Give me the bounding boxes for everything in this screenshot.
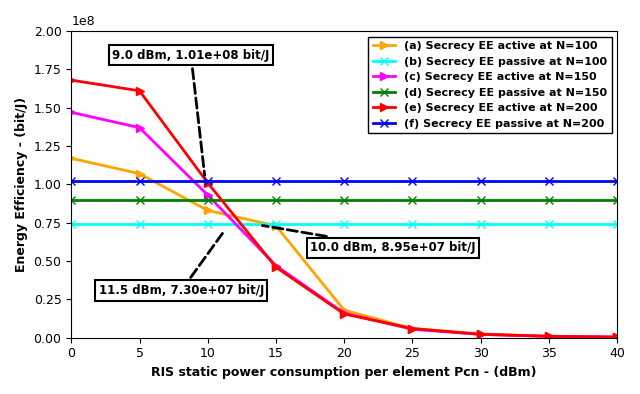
(e) Secrecy EE active at N=200	[408, 326, 416, 331]
Line: (e) Secrecy EE active at N=200: (e) Secrecy EE active at N=200	[67, 76, 621, 341]
(f) Secrecy EE passive at N=200	[204, 179, 212, 184]
(d) Secrecy EE passive at N=150	[204, 197, 212, 202]
Text: 1e8: 1e8	[71, 15, 95, 28]
Text: 10.0 dBm, 8.95e+07 bit/J: 10.0 dBm, 8.95e+07 bit/J	[262, 225, 476, 254]
(e) Secrecy EE active at N=200	[340, 312, 348, 316]
Line: (c) Secrecy EE active at N=150: (c) Secrecy EE active at N=150	[67, 108, 621, 341]
(b) Secrecy EE passive at N=100	[340, 222, 348, 227]
(f) Secrecy EE passive at N=200	[340, 179, 348, 184]
(f) Secrecy EE passive at N=200	[613, 179, 621, 184]
(c) Secrecy EE active at N=150	[477, 332, 484, 337]
X-axis label: RIS static power consumption per element Pcn - (dBm): RIS static power consumption per element…	[152, 366, 537, 379]
(d) Secrecy EE passive at N=150	[340, 197, 348, 202]
Line: (b) Secrecy EE passive at N=100: (b) Secrecy EE passive at N=100	[67, 220, 621, 229]
Legend: (a) Secrecy EE active at N=100, (b) Secrecy EE passive at N=100, (c) Secrecy EE : (a) Secrecy EE active at N=100, (b) Secr…	[369, 37, 611, 133]
(b) Secrecy EE passive at N=100	[613, 222, 621, 227]
(c) Secrecy EE active at N=150	[613, 335, 621, 340]
(e) Secrecy EE active at N=200	[136, 89, 143, 93]
(a) Secrecy EE active at N=100	[408, 326, 416, 331]
(c) Secrecy EE active at N=150	[408, 327, 416, 332]
(a) Secrecy EE active at N=100	[340, 308, 348, 312]
(f) Secrecy EE passive at N=200	[136, 179, 143, 184]
Text: 11.5 dBm, 7.30e+07 bit/J: 11.5 dBm, 7.30e+07 bit/J	[99, 233, 264, 297]
(a) Secrecy EE active at N=100	[272, 223, 280, 228]
Line: (f) Secrecy EE passive at N=200: (f) Secrecy EE passive at N=200	[67, 177, 621, 186]
Line: (d) Secrecy EE passive at N=150: (d) Secrecy EE passive at N=150	[67, 195, 621, 204]
(a) Secrecy EE active at N=100	[67, 156, 75, 161]
(d) Secrecy EE passive at N=150	[272, 197, 280, 202]
(b) Secrecy EE passive at N=100	[477, 222, 484, 227]
(b) Secrecy EE passive at N=100	[272, 222, 280, 227]
(c) Secrecy EE active at N=150	[545, 334, 553, 339]
(e) Secrecy EE active at N=200	[204, 180, 212, 185]
(f) Secrecy EE passive at N=200	[477, 179, 484, 184]
(f) Secrecy EE passive at N=200	[545, 179, 553, 184]
Text: 9.0 dBm, 1.01e+08 bit/J: 9.0 dBm, 1.01e+08 bit/J	[112, 48, 269, 175]
(f) Secrecy EE passive at N=200	[272, 179, 280, 184]
(d) Secrecy EE passive at N=150	[67, 197, 75, 202]
(b) Secrecy EE passive at N=100	[136, 222, 143, 227]
(a) Secrecy EE active at N=100	[204, 208, 212, 213]
(d) Secrecy EE passive at N=150	[613, 197, 621, 202]
Line: (a) Secrecy EE active at N=100: (a) Secrecy EE active at N=100	[67, 154, 621, 341]
(a) Secrecy EE active at N=100	[477, 331, 484, 336]
(f) Secrecy EE passive at N=200	[408, 179, 416, 184]
(d) Secrecy EE passive at N=150	[545, 197, 553, 202]
Y-axis label: Energy Efficiency - (bit/J): Energy Efficiency - (bit/J)	[15, 97, 28, 272]
(c) Secrecy EE active at N=150	[340, 311, 348, 316]
(b) Secrecy EE passive at N=100	[204, 222, 212, 227]
(a) Secrecy EE active at N=100	[545, 334, 553, 338]
(b) Secrecy EE passive at N=100	[545, 222, 553, 227]
(f) Secrecy EE passive at N=200	[67, 179, 75, 184]
(b) Secrecy EE passive at N=100	[67, 222, 75, 227]
(e) Secrecy EE active at N=200	[545, 334, 553, 339]
(e) Secrecy EE active at N=200	[272, 265, 280, 269]
(a) Secrecy EE active at N=100	[613, 335, 621, 339]
(c) Secrecy EE active at N=150	[136, 125, 143, 130]
(e) Secrecy EE active at N=200	[613, 335, 621, 340]
(c) Secrecy EE active at N=150	[204, 193, 212, 197]
(d) Secrecy EE passive at N=150	[477, 197, 484, 202]
(e) Secrecy EE active at N=200	[477, 332, 484, 337]
(d) Secrecy EE passive at N=150	[136, 197, 143, 202]
(c) Secrecy EE active at N=150	[67, 110, 75, 115]
(d) Secrecy EE passive at N=150	[408, 197, 416, 202]
(e) Secrecy EE active at N=200	[67, 78, 75, 82]
(a) Secrecy EE active at N=100	[136, 171, 143, 176]
(c) Secrecy EE active at N=150	[272, 263, 280, 268]
(b) Secrecy EE passive at N=100	[408, 222, 416, 227]
